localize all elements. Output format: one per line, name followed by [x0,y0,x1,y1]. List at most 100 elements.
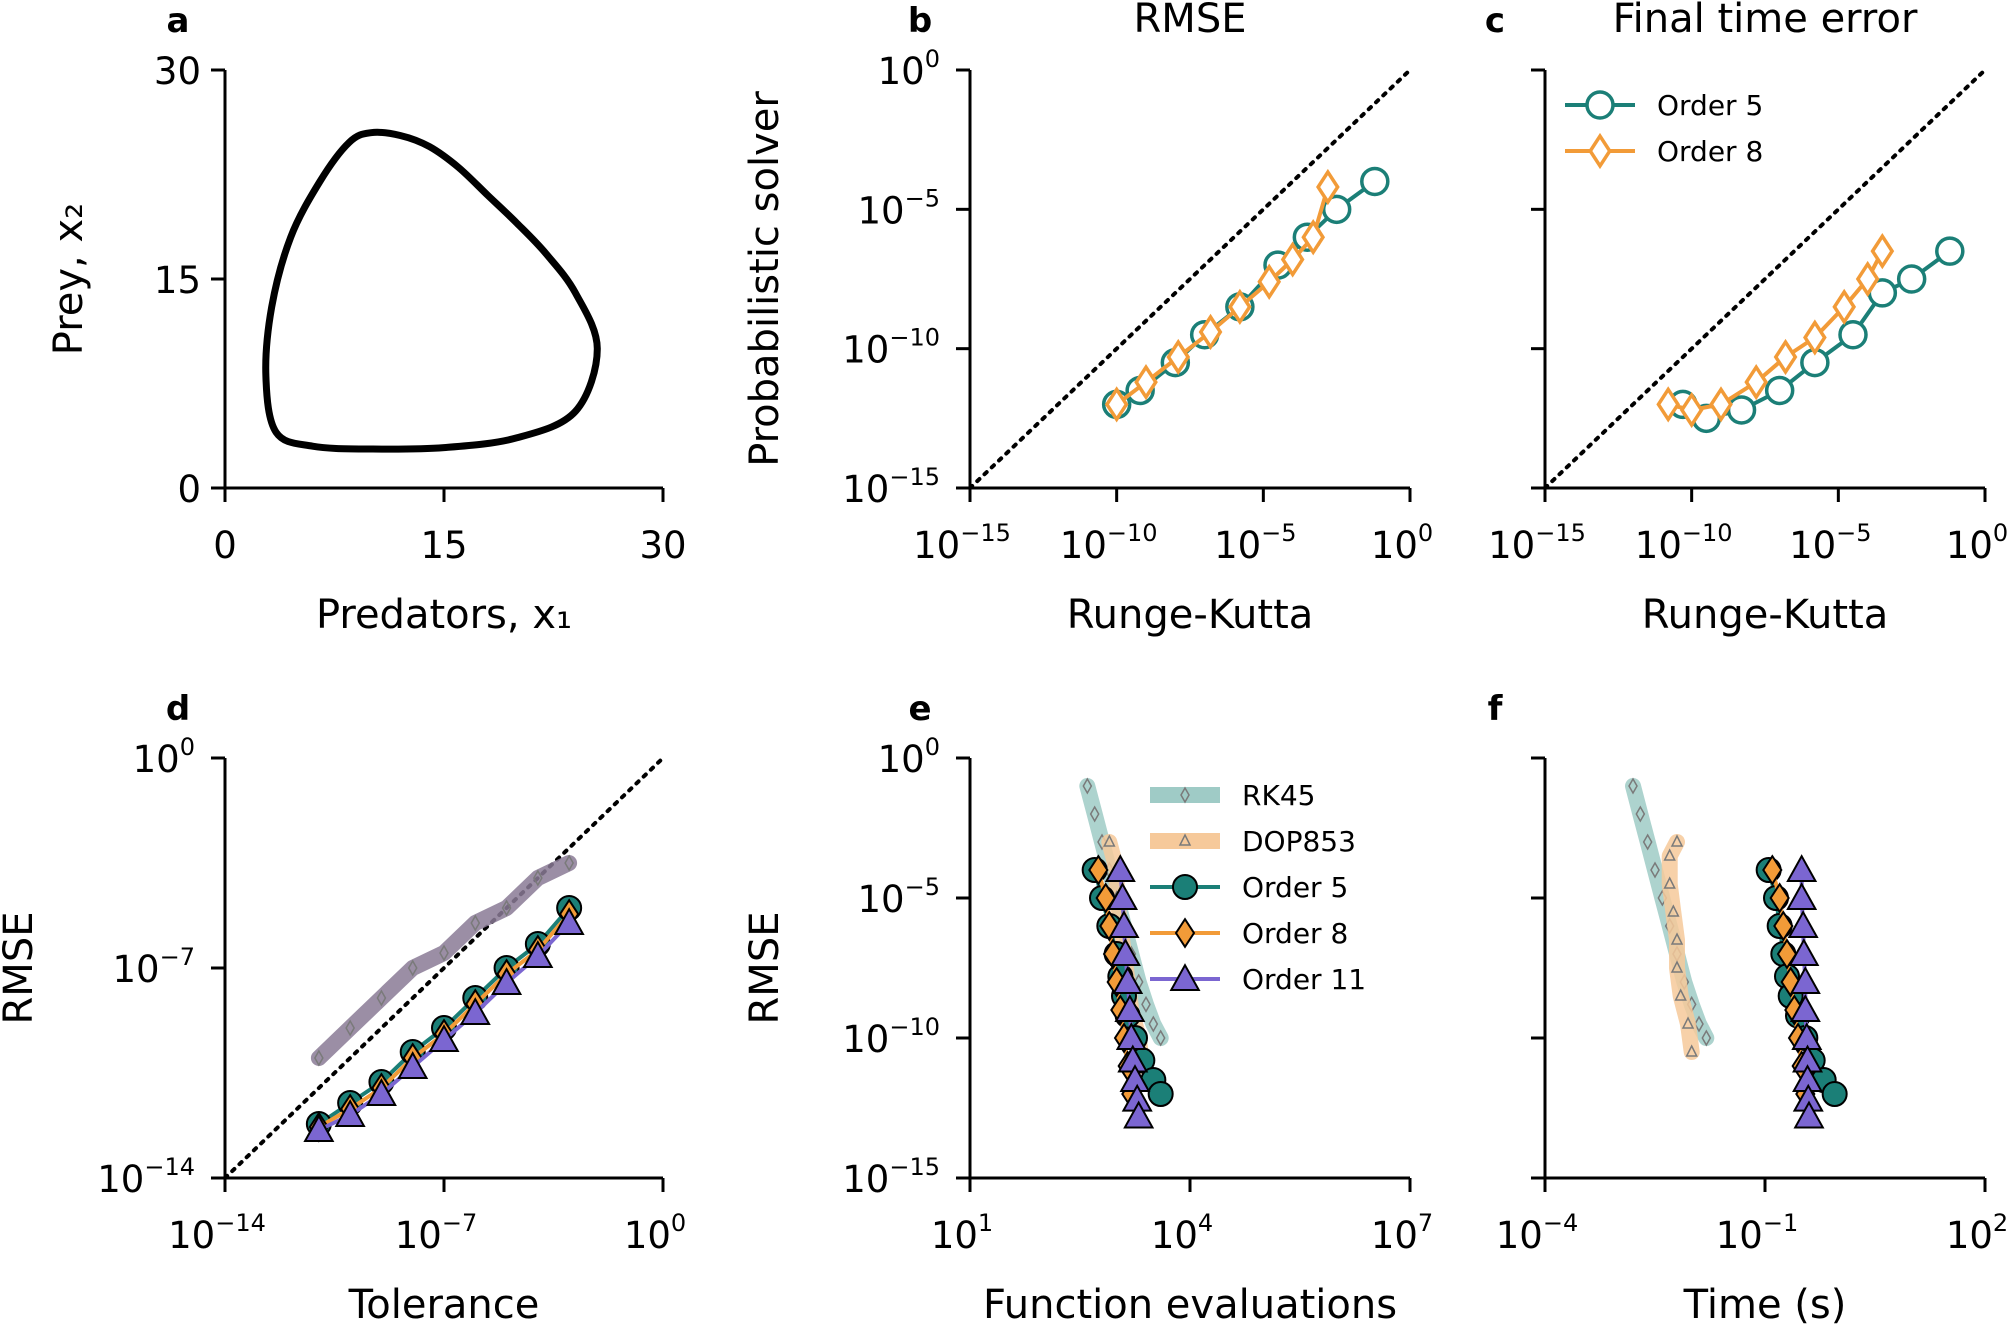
tick-exponent: −7 [160,943,195,971]
tick-exponent: −15 [889,463,940,491]
data-point [1679,391,1704,429]
tick-exponent: −10 [889,324,940,352]
tick-exponent: 0 [1993,519,2008,547]
tick-exponent: −15 [889,1153,940,1181]
data-point [1776,938,1798,970]
legend-marker [1172,874,1198,900]
data-point [1095,882,1116,914]
x-tick-label: 100 [1371,519,1433,567]
tick-base: 10 [1151,1214,1198,1257]
panel-label: b [908,1,932,41]
data-point [1104,386,1129,423]
data-point [1280,241,1305,278]
tick-base: 10 [624,1214,671,1257]
y-tick-label: 100 [133,733,195,781]
tick-base: 10 [1214,524,1261,567]
data-point [1744,363,1769,401]
data-point [1670,834,1684,847]
data-point [532,869,543,887]
data-point [1301,219,1326,256]
data-point [564,854,575,872]
data-point [1709,386,1733,423]
legend-marker [1174,917,1196,949]
tick-base: 10 [842,1158,889,1201]
data-point [1198,313,1223,351]
panel-label: f [1488,689,1504,729]
y-tick-label: 10−10 [842,1013,940,1061]
x-tick-label: 107 [1371,1209,1433,1257]
legend-entry: Order 8 [1150,917,1348,950]
panel-a: a 0 15 30 0 15 30 Predators, x₁ Prey, x₂ [46,1,687,638]
diagonal-reference-line [223,756,665,1180]
tick-exponent: 7 [1418,1209,1433,1237]
x-tick-label: 10−15 [913,519,1011,567]
x-tick-label: 10−14 [168,1209,266,1257]
y-axis-label: Probabilistic solver [742,91,788,467]
data-point [1642,833,1653,851]
data-point [459,997,491,1026]
data-point [501,899,512,917]
data-point [1789,994,1821,1023]
data-point [1681,1016,1695,1029]
data-point [1780,966,1801,998]
series-order-11 [1104,854,1155,1129]
data-point [1789,966,1821,995]
legend-label: DOP853 [1242,825,1356,858]
tick-exponent: 4 [1198,1209,1213,1237]
y-axis-label: Prey, x₂ [46,203,92,355]
tick-exponent: −5 [905,184,940,212]
data-point [1896,264,1927,294]
data-point [1147,1081,1174,1107]
data-point [1650,861,1660,879]
data-point [1114,994,1146,1023]
data-point [1635,805,1646,823]
tick-base: 10 [878,738,925,781]
data-point [376,989,387,1007]
y-axis-label: RMSE [742,912,788,1025]
x-tick-label: 104 [1151,1209,1213,1257]
tick-base: 10 [858,189,905,232]
data-point [1773,338,1798,376]
x-tick-label: 10−4 [1496,1209,1578,1257]
data-point [1316,168,1340,206]
legend-label: Order 5 [1657,89,1763,122]
data-point [1123,1100,1155,1129]
data-point [313,1049,324,1067]
data-point [1838,319,1868,350]
y-axis-label: RMSE [0,912,42,1025]
x-tick-label: 102 [1946,1209,2008,1257]
data-point [1141,995,1151,1013]
tick-exponent: −5 [1836,519,1871,547]
x-tick-label: 100 [1946,519,2008,567]
panel-label: a [167,1,190,41]
tick-base: 10 [1496,1214,1543,1257]
data-point [1148,1015,1159,1033]
x-axis-label: Time (s) [1683,1282,1847,1328]
y-tick-label: 30 [154,50,201,93]
data-point [1786,882,1818,911]
y-tick-label: 10−5 [858,873,940,921]
y-tick-label: 10−15 [842,463,940,511]
data-point [1786,854,1818,883]
data-point [491,967,523,996]
legend: Order 5 Order 8 [1565,89,1763,170]
x-tick-label: 0 [213,524,237,567]
data-point [1088,854,1109,886]
tick-base: 10 [842,468,889,511]
data-point [1107,882,1139,911]
tick-exponent: −15 [1535,519,1586,547]
series-band [1661,834,1700,1060]
data-point [1701,1029,1712,1047]
data-point [1656,386,1681,423]
data-point [1112,966,1144,995]
tick-base: 10 [1946,524,1993,567]
x-axis-label: Predators, x₁ [316,592,572,638]
tick-base: 10 [113,948,160,991]
tick-base: 10 [395,1214,442,1257]
tick-exponent: 2 [1993,1209,2008,1237]
data-point [1935,236,1965,266]
data-point [1082,777,1093,795]
y-tick-label: 10−14 [97,1153,195,1201]
legend-label: Order 8 [1242,917,1348,950]
